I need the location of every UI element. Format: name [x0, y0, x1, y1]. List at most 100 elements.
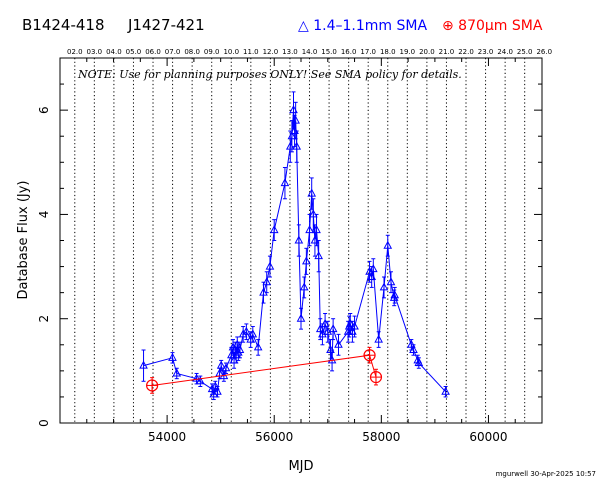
data-point — [296, 313, 306, 322]
data-point — [409, 344, 418, 353]
data-point — [280, 178, 290, 187]
data-point — [291, 115, 300, 124]
top-axis-label: 25.0 — [517, 48, 533, 56]
x-tick-label: 58000 — [362, 430, 400, 444]
series-line — [152, 354, 377, 386]
data-point — [192, 373, 201, 382]
x-axis-label: MJD — [288, 459, 313, 474]
top-axis-label: 14.0 — [302, 48, 318, 56]
top-axis-label: 07.0 — [165, 48, 181, 56]
data-point — [308, 209, 318, 218]
data-point — [292, 141, 302, 150]
top-axis-label: 17.0 — [360, 48, 376, 56]
top-axis-label: 08.0 — [184, 48, 200, 56]
data-point — [379, 282, 389, 291]
planning-note: NOTE: Use for planning purposes ONLY! Se… — [77, 68, 462, 81]
data-point — [302, 256, 311, 265]
top-axis-label: 22.0 — [458, 48, 474, 56]
top-axis-label: 20.0 — [419, 48, 435, 56]
data-point — [209, 389, 219, 398]
data-point — [195, 376, 205, 385]
top-axis-label: 18.0 — [380, 48, 396, 56]
top-axis-label: 11.0 — [243, 48, 259, 56]
top-axis-label: 26.0 — [536, 48, 552, 56]
top-axis-label: 05.0 — [126, 48, 142, 56]
series-line — [143, 110, 446, 395]
data-point — [406, 339, 416, 348]
top-axis-label: 03.0 — [87, 48, 103, 56]
y-tick-label: 4 — [37, 211, 51, 219]
data-point — [210, 381, 220, 390]
data-point — [216, 360, 226, 369]
top-axis-label: 12.0 — [263, 48, 279, 56]
top-axis-label: 23.0 — [478, 48, 494, 56]
y-tick-label: 0 — [37, 419, 51, 427]
data-point — [334, 339, 343, 348]
x-axis: 54000 56000 58000 60000 — [59, 58, 543, 444]
top-axis-label: 06.0 — [145, 48, 161, 56]
y-axis-label: Database Flux (Jy) — [16, 181, 31, 300]
data-point — [242, 326, 251, 335]
top-axis-label: 24.0 — [497, 48, 513, 56]
data-point — [221, 363, 231, 372]
data-point — [259, 287, 268, 296]
data-point — [389, 292, 399, 301]
top-year-axis: 02.0 03.0 04.0 05.0 06.0 07.0 08.0 09.0 10.0 11.0… — [67, 48, 552, 56]
top-axis-label: 04.0 — [106, 48, 122, 56]
y-axis: 0 2 4 6 — [37, 57, 542, 427]
legend-red: ⊕ 870μm SMA — [442, 18, 543, 34]
data-point — [390, 290, 400, 299]
data-point — [328, 324, 338, 333]
data-point — [168, 352, 177, 361]
data-point — [414, 357, 424, 367]
data-point — [368, 264, 378, 273]
data-point — [312, 225, 321, 234]
top-axis-label: 19.0 — [400, 48, 416, 56]
source-name: B1424-418 — [22, 16, 105, 34]
data-point — [262, 277, 272, 286]
top-axis-label: 16.0 — [341, 48, 357, 56]
data-point — [299, 282, 309, 291]
series-layer — [139, 91, 450, 401]
y-tick-label: 6 — [37, 106, 51, 114]
data-point — [305, 225, 314, 234]
data-point — [294, 235, 304, 244]
data-point — [269, 225, 279, 234]
y-tick-label: 2 — [37, 315, 51, 323]
year-grid-lines — [74, 58, 526, 423]
x-tick-label: 56000 — [255, 430, 293, 444]
alt-source-name: J1427-421 — [127, 16, 205, 34]
top-axis-label: 09.0 — [204, 48, 220, 56]
x-tick-label: 60000 — [469, 430, 507, 444]
data-point — [386, 277, 396, 286]
data-point — [314, 251, 324, 260]
data-point — [207, 384, 217, 393]
data-point — [139, 360, 148, 369]
data-point — [172, 368, 182, 377]
data-point — [248, 329, 258, 338]
data-point — [238, 329, 248, 338]
data-point — [290, 125, 299, 134]
data-point — [374, 334, 383, 343]
data-point — [253, 342, 263, 351]
top-axis-label: 10.0 — [223, 48, 239, 56]
top-axis-label: 13.0 — [282, 48, 298, 56]
data-point — [265, 261, 275, 270]
series-triangle — [139, 91, 450, 401]
data-point — [326, 344, 335, 353]
data-point — [232, 339, 242, 348]
footer-credit: mgurwell 30-Apr-2025 10:57 — [496, 470, 596, 478]
top-axis-label: 21.0 — [439, 48, 455, 56]
data-point — [350, 321, 359, 330]
data-point — [287, 131, 297, 140]
data-point — [441, 386, 450, 395]
top-axis-label: 02.0 — [67, 48, 83, 56]
data-point — [235, 344, 245, 353]
data-point — [213, 386, 222, 395]
x-tick-label: 54000 — [148, 430, 186, 444]
data-point — [307, 188, 317, 197]
series-circle-plus — [146, 346, 383, 394]
data-point — [383, 240, 393, 249]
legend-blue: △ 1.4–1.1mm SMA — [298, 18, 427, 34]
